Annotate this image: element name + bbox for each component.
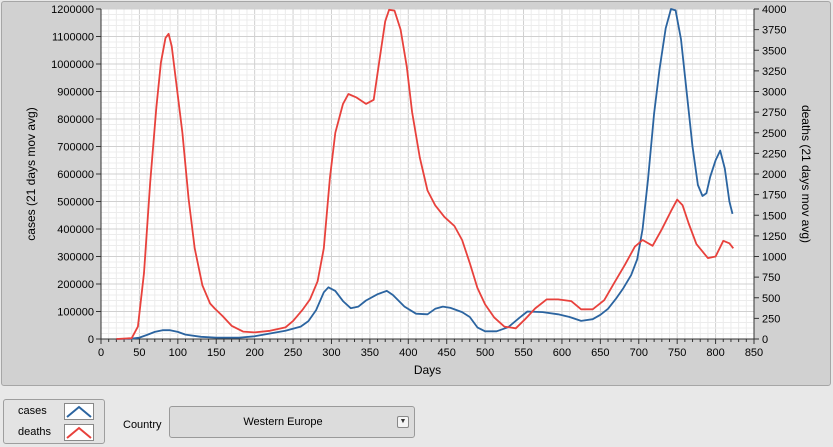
y-axis-left-label: cases (21 days mov avg) (24, 107, 38, 240)
y-left-tick-label: 800000 (57, 114, 94, 126)
y-left-tick-label: 1100000 (52, 32, 94, 44)
legend-item-deaths[interactable]: deaths (4, 423, 104, 443)
x-tick-label: 500 (476, 347, 494, 359)
y-right-tick-label: 2750 (762, 107, 786, 119)
y-right-tick-label: 1750 (762, 190, 786, 202)
series-line-cases (116, 8, 734, 340)
y-right-tick-label: 1500 (762, 210, 786, 222)
grid (100, 8, 755, 340)
country-selected-value: Western Europe (243, 416, 323, 428)
x-tick-label: 400 (399, 347, 417, 359)
y-left-tick-label: 700000 (57, 142, 94, 154)
y-left-tick-label: 300000 (57, 252, 94, 264)
country-label: Country (123, 419, 162, 431)
axes: 0 50 100 150 200 250 300 350 400 450 500 550 600 650 7… (51, 4, 786, 359)
legend-label-cases: cases (18, 405, 47, 417)
y-left-tick-label: 1000000 (51, 59, 94, 71)
line-chart: 0 50 100 150 200 250 300 350 400 450 500 550 600 650 7… (24, 4, 813, 377)
x-tick-label: 800 (706, 347, 724, 359)
x-tick-label: 450 (438, 347, 456, 359)
x-tick-label: 100 (169, 347, 187, 359)
x-tick-label: 750 (668, 347, 686, 359)
series-line-deaths (116, 8, 735, 340)
y-right-tick-label: 2500 (762, 128, 786, 140)
legend-item-cases[interactable]: cases (4, 402, 104, 422)
y-left-tick-label: 900000 (57, 87, 94, 99)
y-left-tick-label: 1200000 (51, 4, 94, 16)
x-tick-label: 550 (514, 347, 532, 359)
cases-line-icon[interactable] (64, 403, 94, 420)
x-tick-label: 200 (245, 347, 263, 359)
x-tick-label: 350 (361, 347, 379, 359)
x-tick-label: 150 (207, 347, 225, 359)
y-right-tick-label: 250 (762, 313, 780, 325)
x-tick-label: 650 (591, 347, 609, 359)
y-axis-right-label: deaths (21 days mov avg) (799, 105, 813, 243)
y-right-tick-label: 750 (762, 272, 780, 284)
y-right-tick-label: 500 (762, 293, 780, 305)
y-left-tick-label: 600000 (57, 169, 94, 181)
x-tick-label: 300 (322, 347, 340, 359)
x-tick-label: 0 (98, 347, 104, 359)
y-left-tick-label: 500000 (57, 197, 94, 209)
y-right-tick-label: 2000 (762, 169, 786, 181)
legend: cases deaths (3, 399, 105, 444)
y-right-tick-label: 3000 (762, 87, 786, 99)
y-right-tick-label: 2250 (762, 148, 786, 160)
x-tick-label: 850 (745, 347, 763, 359)
y-right-tick-label: 3250 (762, 66, 786, 78)
y-left-tick-label: 200000 (57, 279, 94, 291)
deaths-line-icon[interactable] (64, 424, 94, 441)
series-layer (116, 8, 735, 340)
y-left-tick-label: 100000 (57, 307, 94, 319)
y-right-tick-label: 1000 (762, 252, 786, 264)
y-left-tick-label: 400000 (57, 224, 94, 236)
y-right-tick-label: 3750 (762, 25, 786, 37)
y-right-tick-label: 3500 (762, 45, 786, 57)
legend-label-deaths: deaths (18, 426, 52, 438)
x-axis-label: Days (414, 363, 441, 377)
y-right-tick-label: 0 (762, 334, 768, 346)
y-right-tick-label: 4000 (762, 4, 786, 16)
y-right-tick-label: 1250 (762, 231, 786, 243)
chevron-down-icon[interactable]: ▼ (397, 416, 409, 428)
country-dropdown[interactable]: Western Europe ▼ (169, 406, 415, 438)
x-tick-label: 250 (284, 347, 302, 359)
x-tick-label: 700 (630, 347, 648, 359)
x-tick-label: 600 (553, 347, 571, 359)
y-left-tick-label: 0 (88, 334, 94, 346)
x-tick-label: 50 (133, 347, 145, 359)
